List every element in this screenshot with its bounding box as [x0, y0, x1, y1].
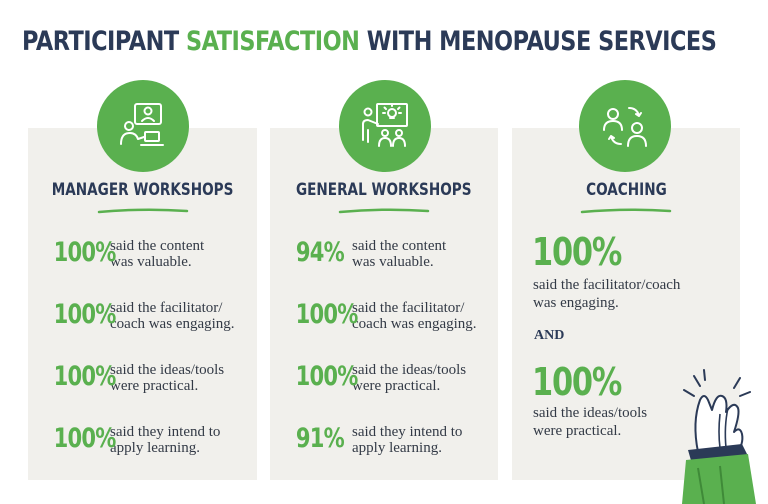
- stat-description: said the content was valuable.: [352, 238, 447, 270]
- presentation-icon: [339, 80, 431, 172]
- card-heading: GENERAL WORKSHOPS: [296, 180, 472, 200]
- title-accent: SATISFACTION: [185, 26, 360, 57]
- clapping-hands-icon: [682, 369, 756, 504]
- stat-row: 100% said the ideas/tools were practical.: [40, 361, 250, 395]
- stat-description: said the ideas/tools were practical.: [533, 405, 648, 439]
- stat-percent: 91%: [295, 423, 345, 454]
- heading-underline: [338, 208, 430, 214]
- stat-row: 100% said they intend to apply learning.: [40, 423, 250, 457]
- stat-description: said the ideas/tools were practical.: [110, 362, 225, 394]
- stat-percent: 94%: [295, 237, 345, 268]
- page-title: PARTICIPANT SATISFACTION WITH MENOPAUSE …: [22, 26, 717, 57]
- stat-description: said the facilitator/coach was engaging.: [533, 277, 681, 311]
- stat-row: 100% said the facilitator/coach was enga…: [40, 299, 250, 333]
- video-call-icon: [97, 80, 189, 172]
- stat-percent: 100%: [532, 230, 622, 274]
- stat-row: 91% said they intend to apply learning.: [282, 423, 492, 457]
- stat-description: said the facilitator/coach was engaging.: [352, 300, 477, 332]
- stat-description: said the content was valuable.: [110, 238, 205, 270]
- stat-description: said they intend to apply learning.: [110, 424, 221, 456]
- people-exchange-icon: [579, 80, 671, 172]
- stat-row: 100% said the facilitator/coach was enga…: [282, 299, 492, 333]
- coaching-card: COACHING 100% said the facilitator/coach…: [512, 128, 740, 480]
- manager-workshops-card: MANAGER WORKSHOPS 100% said the content w…: [28, 128, 257, 480]
- stat-percent: 100%: [53, 423, 117, 454]
- stat-percent: 100%: [295, 299, 359, 330]
- stat-percent: 100%: [53, 361, 117, 392]
- stat-row: 100% said the content was valuable.: [40, 237, 250, 271]
- stat-percent: 100%: [53, 237, 117, 268]
- card-heading: MANAGER WORKSHOPS: [51, 180, 234, 200]
- stat-description: said the facilitator/coach was engaging.: [110, 300, 235, 332]
- heading-underline: [97, 208, 188, 214]
- heading-underline: [580, 208, 672, 214]
- stat-description: said they intend to apply learning.: [352, 424, 463, 456]
- stat-row: 100% said the ideas/tools were practical.: [282, 361, 492, 395]
- stat-percent: 100%: [532, 360, 622, 404]
- and-label: AND: [534, 328, 565, 343]
- stat-row: 94% said the content was valuable.: [282, 237, 492, 271]
- stat-percent: 100%: [295, 361, 359, 392]
- stat-percent: 100%: [53, 299, 117, 330]
- stat-description: said the ideas/tools were practical.: [352, 362, 467, 394]
- general-workshops-card: GENERAL WORKSHOPS 94% said the content wa…: [270, 128, 498, 480]
- card-heading: COACHING: [585, 180, 667, 200]
